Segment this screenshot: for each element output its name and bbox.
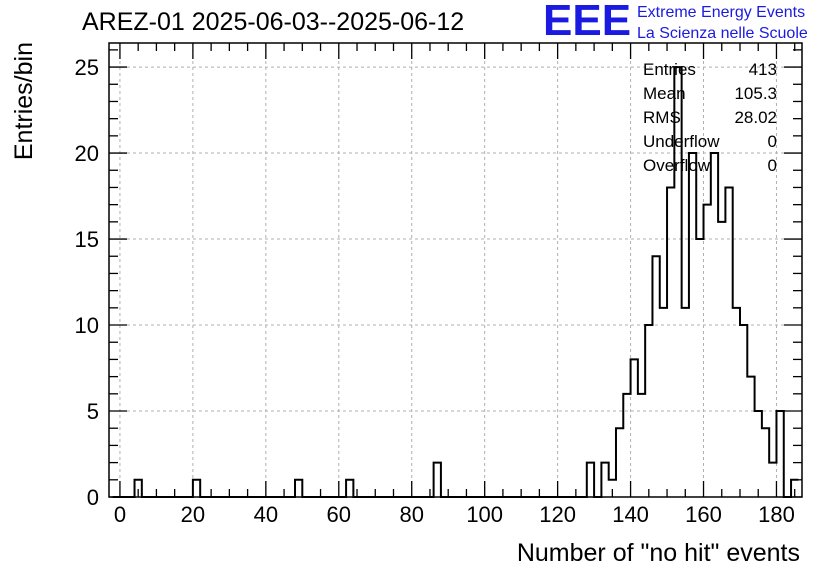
x-tick-label: 20 [181,502,205,527]
y-tick-label: 15 [75,227,99,252]
stats-row-mean: Mean 105.3 [641,84,779,108]
stats-box: Entries 413 Mean 105.3 RMS 28.02 Underfl… [641,60,779,180]
y-tick-label: 10 [75,313,99,338]
x-tick-label: 180 [758,502,795,527]
stats-key: Mean [643,84,686,103]
stats-key: Entries [643,60,696,79]
x-tick-label: 40 [254,502,278,527]
stats-value: 28.02 [734,108,777,127]
stats-row-overflow: Overflow 0 [641,156,779,180]
eee-logo: EEE [543,0,632,45]
stats-row-entries: Entries 413 [641,60,779,84]
x-axis-label: Number of "no hit" events [517,539,800,567]
x-tick-label: 60 [327,502,351,527]
chart-title: AREZ-01 2025-06-03--2025-06-12 [82,8,465,36]
logo-text-line2: La Scienza nelle Scuole [637,25,808,42]
stats-key: Underflow [643,132,720,151]
y-tick-label: 0 [87,485,99,510]
x-tick-label: 100 [466,502,503,527]
plot-frame [108,42,803,498]
stats-value: 0 [767,156,777,175]
stats-row-rms: RMS 28.02 [641,108,779,132]
x-tick-label: 0 [114,502,126,527]
stats-key: Overflow [643,156,711,175]
stats-row-underflow: Underflow 0 [641,132,779,156]
logo-text-line1: Extreme Energy Events [637,4,806,21]
x-tick-label: 140 [612,502,649,527]
x-tick-label: 120 [539,502,576,527]
x-tick-label: 160 [685,502,722,527]
y-axis-label: Entries/bin [10,42,38,160]
stats-value: 105.3 [734,84,777,103]
stats-value: 0 [767,132,777,151]
stats-key: RMS [643,108,681,127]
y-tick-label: 20 [75,141,99,166]
x-tick-label: 80 [399,502,423,527]
stats-value: 413 [748,60,777,79]
y-tick-label: 5 [87,399,99,424]
y-tick-label: 25 [75,55,99,80]
